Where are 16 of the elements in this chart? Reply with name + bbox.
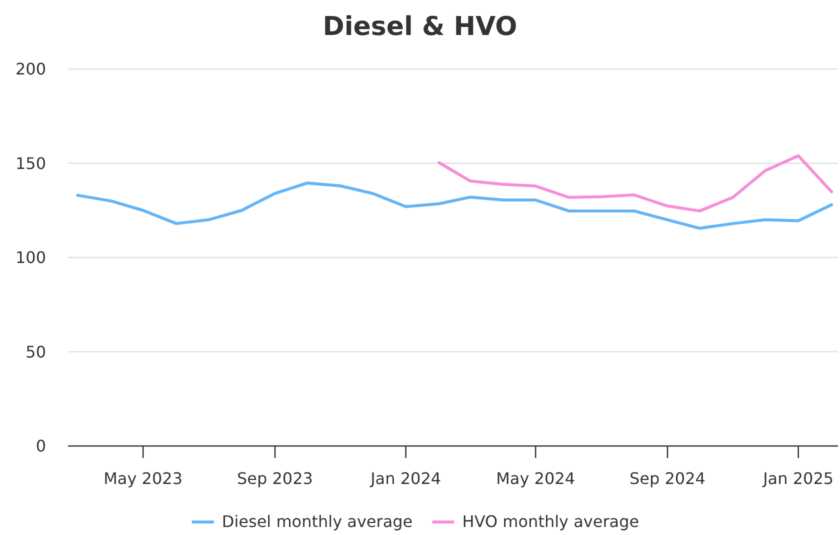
y-tick-label: 200: [15, 60, 46, 79]
legend-label: HVO monthly average: [462, 512, 640, 531]
y-tick-label: 100: [15, 248, 46, 268]
x-tick-label: Sep 2024: [630, 469, 706, 488]
x-tick-label: Sep 2023: [236, 469, 313, 488]
x-tick-label: Jan 2024: [370, 469, 442, 488]
line-series: [438, 154, 834, 212]
line-series: [76, 182, 834, 230]
chart-title: Diesel & HVO: [322, 12, 518, 42]
legend-label: Diesel monthly average: [222, 512, 413, 531]
x-tick-label: May 2024: [496, 469, 576, 488]
y-tick-label: 0: [36, 436, 46, 456]
y-tick-label: 150: [15, 154, 46, 173]
x-tick-label: Jan 2025: [762, 469, 834, 488]
x-tick-label: May 2023: [104, 469, 183, 488]
y-tick-label: 50: [26, 342, 46, 362]
